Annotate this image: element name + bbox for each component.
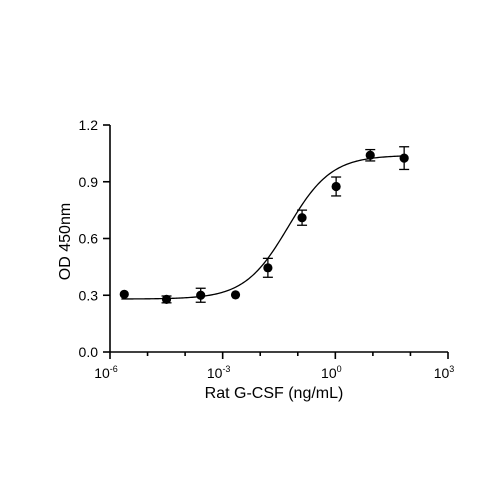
data-point: [297, 213, 307, 223]
data-point: [399, 153, 409, 163]
x-tick-label: 103: [434, 364, 455, 381]
x-axis-title: Rat G-CSF (ng/mL): [205, 385, 344, 402]
x-tick-label: 10-3: [207, 364, 231, 381]
y-tick-label: 1.2: [79, 117, 99, 133]
x-tick-label: 100: [321, 364, 342, 381]
y-axis-title: OD 450nm: [57, 203, 74, 280]
y-tick-label: 0.3: [79, 287, 99, 303]
x-tick-label: 10-6: [94, 364, 118, 381]
axes: 0.0 0.3 0.6 0.9 1.2 10-6 10-3 100 103: [79, 117, 455, 381]
data-point: [365, 150, 375, 160]
data-point: [230, 290, 241, 300]
y-tick-label: 0.6: [79, 231, 99, 247]
data-point: [331, 181, 341, 192]
data-point: [196, 290, 206, 300]
data-points-layer: [119, 146, 410, 305]
y-tick-label: 0.0: [79, 344, 99, 360]
data-point: [263, 263, 273, 273]
y-tick-label: 0.9: [79, 174, 99, 190]
data-point: [119, 289, 129, 299]
data-point: [161, 294, 172, 305]
